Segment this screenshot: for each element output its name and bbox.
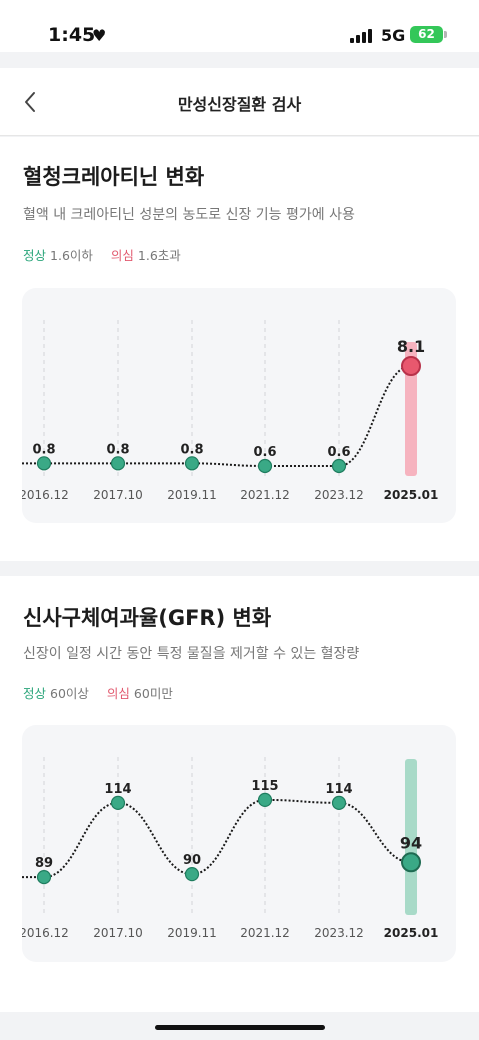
section-description: 혈액 내 크레아티닌 성분의 농도로 신장 기능 평가에 사용 bbox=[23, 207, 355, 223]
section-title: 혈청크레아티닌 변화 bbox=[23, 165, 205, 189]
data-point bbox=[110, 795, 126, 810]
x-tick-label: 2016.12 bbox=[22, 926, 69, 940]
x-tick-label: 2023.12 bbox=[314, 926, 364, 940]
x-tick-label: 2021.12 bbox=[240, 926, 290, 940]
x-tick-label: 2019.11 bbox=[167, 926, 217, 940]
series-line bbox=[22, 798, 412, 879]
series-line bbox=[22, 365, 412, 467]
data-label: 114 bbox=[104, 782, 131, 797]
creatinine-section: 혈청크레아티닌 변화 혈액 내 크레아티닌 성분의 농도로 신장 기능 평가에 … bbox=[0, 137, 479, 561]
creatinine-chart[interactable]: 0.8 0.8 0.8 0.6 0.6 8.1 2016.12 2017.10 2019.11 2… bbox=[22, 288, 456, 523]
x-tick-label: 2025.01 bbox=[384, 926, 439, 940]
gfr-section: 신사구체여과율(GFR) 변화 신장이 일정 시간 동안 특정 물질을 제거할 … bbox=[0, 576, 479, 1012]
normal-label: 정상 bbox=[23, 248, 47, 263]
page-title: 만성신장질환 검사 bbox=[177, 95, 302, 114]
normal-range: 1.6이하 bbox=[50, 248, 93, 263]
x-tick-label: 2019.11 bbox=[167, 488, 217, 502]
x-tick-label: 2017.10 bbox=[93, 926, 143, 940]
data-point bbox=[36, 456, 52, 471]
section-description: 신장이 일정 시간 동안 특정 물질을 제거할 수 있는 혈장량 bbox=[23, 646, 360, 662]
x-tick-label: 2025.01 bbox=[384, 488, 439, 502]
suspect-label: 의심 bbox=[106, 686, 130, 701]
data-label: 0.8 bbox=[32, 442, 55, 457]
signal-icon bbox=[350, 29, 372, 43]
home-indicator[interactable] bbox=[155, 1025, 325, 1030]
data-point bbox=[401, 356, 421, 376]
data-label: 0.8 bbox=[180, 442, 203, 457]
normal-range: 60이상 bbox=[50, 686, 89, 701]
x-tick-label: 2023.12 bbox=[314, 488, 364, 502]
reference-legend: 정상 60이상 의심 60미만 bbox=[23, 683, 173, 702]
suspect-label: 의심 bbox=[110, 248, 134, 263]
suspect-range: 60미만 bbox=[133, 686, 173, 701]
gfr-chart-svg: 89 114 90 115 114 94 2016.12 2017.10 2019.11 2021… bbox=[22, 757, 439, 940]
data-point bbox=[401, 852, 421, 873]
data-label: 0.8 bbox=[106, 442, 129, 457]
gfr-chart[interactable]: 89 114 90 115 114 94 2016.12 2017.10 2019.11 2021… bbox=[22, 725, 456, 962]
data-point bbox=[184, 456, 200, 471]
data-label: 0.6 bbox=[327, 445, 350, 460]
heart-icon: ♥ bbox=[92, 26, 107, 45]
data-label: 89 bbox=[35, 856, 53, 871]
data-label: 114 bbox=[325, 782, 352, 797]
data-point bbox=[257, 792, 273, 808]
data-label: 90 bbox=[183, 853, 201, 868]
reference-legend: 정상 1.6이하 의심 1.6초과 bbox=[23, 245, 181, 264]
data-point bbox=[257, 458, 273, 474]
battery-icon: 62 bbox=[410, 26, 443, 43]
suspect-range: 1.6초과 bbox=[137, 248, 181, 263]
data-point bbox=[184, 867, 200, 882]
x-tick-label: 2017.10 bbox=[93, 488, 143, 502]
network-label: 5G bbox=[381, 26, 406, 45]
x-tick-label: 2021.12 bbox=[240, 488, 290, 502]
data-label: 0.6 bbox=[253, 445, 276, 460]
data-point bbox=[331, 458, 347, 474]
normal-label: 정상 bbox=[23, 686, 47, 701]
data-point bbox=[110, 456, 126, 471]
section-title: 신사구체여과율(GFR) 변화 bbox=[23, 606, 272, 630]
data-point bbox=[331, 795, 347, 810]
creatinine-chart-svg: 0.8 0.8 0.8 0.6 0.6 8.1 2016.12 2017.10 2019.11 2… bbox=[22, 320, 439, 502]
x-tick-label: 2016.12 bbox=[22, 488, 69, 502]
data-label: 94 bbox=[400, 833, 422, 852]
back-chevron-icon[interactable] bbox=[20, 90, 44, 114]
status-time: 1:45 bbox=[48, 24, 96, 46]
highlight-bar bbox=[405, 759, 417, 915]
data-label: 115 bbox=[251, 779, 278, 794]
nav-bar: 만성신장질환 검사 bbox=[0, 68, 479, 136]
status-bar: 1:45 ♥ 5G 62 bbox=[0, 0, 479, 52]
data-point bbox=[36, 870, 52, 885]
data-label: 8.1 bbox=[397, 337, 425, 356]
battery-cap bbox=[444, 31, 447, 38]
